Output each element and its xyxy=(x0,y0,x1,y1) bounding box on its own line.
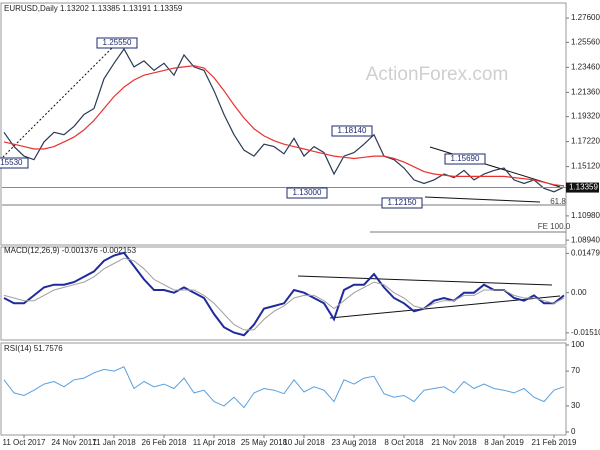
y-tick-label: 1.25560 xyxy=(571,37,600,46)
y-tick-label: 1.23460 xyxy=(571,62,600,71)
annotation-label: 1.25550 xyxy=(103,38,132,47)
x-tick-label: 23 Aug 2018 xyxy=(332,438,377,447)
annotation-box xyxy=(444,153,486,165)
series-line xyxy=(3,251,565,337)
y-tick-label: 1.21360 xyxy=(571,87,600,96)
annotation-label: 1.15690 xyxy=(451,154,480,163)
y-tick-label: 0.014796 xyxy=(571,248,600,257)
macd-panel xyxy=(0,246,567,341)
annotation-box xyxy=(381,197,423,209)
y-tick-label: 0.00 xyxy=(571,288,587,297)
annotation-label: 1.12150 xyxy=(388,198,417,207)
annotation-label: 1.13000 xyxy=(293,188,322,197)
annotation-box xyxy=(331,125,373,137)
current-price-box xyxy=(566,182,599,193)
trend-line xyxy=(0,44,116,161)
y-tick-label: 70 xyxy=(571,366,580,375)
annotation-label: 1.15530 xyxy=(0,158,23,167)
x-tick-label: 26 Feb 2018 xyxy=(142,438,187,447)
x-tick-label: 10 Jul 2018 xyxy=(283,438,325,447)
annotation-box xyxy=(0,157,29,169)
trend-line xyxy=(297,275,553,286)
x-tick-label: 8 Jan 2019 xyxy=(484,438,524,447)
current-price-label: 1.13359 xyxy=(569,183,598,192)
annotation-label: FE 100.0 xyxy=(538,222,571,231)
price-panel xyxy=(0,2,567,246)
annotation-box xyxy=(96,37,138,49)
x-tick-label: 11 Jan 2018 xyxy=(92,438,136,447)
y-tick-label: 1.15120 xyxy=(571,162,600,171)
y-tick-label: 1.17220 xyxy=(571,137,600,146)
y-tick-label: 1.10980 xyxy=(571,211,600,220)
y-tick-label: 0 xyxy=(571,427,576,436)
x-tick-label: 11 Apr 2018 xyxy=(193,438,236,447)
y-tick-label: 1.27600 xyxy=(571,13,600,22)
y-tick-label: 100 xyxy=(571,340,585,349)
rsi-panel xyxy=(0,342,567,436)
y-tick-label: 1.19320 xyxy=(571,112,600,121)
panel-title: MACD(12,26,9) -0.001376 -0.002153 xyxy=(4,246,137,255)
x-tick-label: 24 Nov 2017 xyxy=(51,438,97,447)
y-tick-label: 1.08940 xyxy=(571,235,600,244)
series-line xyxy=(3,65,565,187)
panel-title: RSI(14) 51.7576 xyxy=(4,344,63,353)
x-tick-label: 21 Nov 2018 xyxy=(431,438,477,447)
series-line xyxy=(3,257,565,331)
x-tick-label: 8 Oct 2018 xyxy=(384,438,424,447)
watermark: ActionForex.com xyxy=(366,64,509,85)
x-tick-label: 25 May 2018 xyxy=(241,438,288,447)
annotation-label: 1.18140 xyxy=(338,126,367,135)
y-tick-label: 30 xyxy=(571,401,580,410)
x-tick-label: 11 Oct 2017 xyxy=(3,438,47,447)
trend-line xyxy=(424,196,541,203)
x-tick-label: 21 Feb 2019 xyxy=(532,438,577,447)
y-tick-label: -0.015107 xyxy=(571,328,600,337)
annotation-label: 61.8 xyxy=(550,197,566,206)
series-line xyxy=(3,366,565,409)
annotation-box xyxy=(286,187,328,199)
panel-title: EURUSD,Daily 1.13202 1.13385 1.13191 1.1… xyxy=(4,4,183,13)
